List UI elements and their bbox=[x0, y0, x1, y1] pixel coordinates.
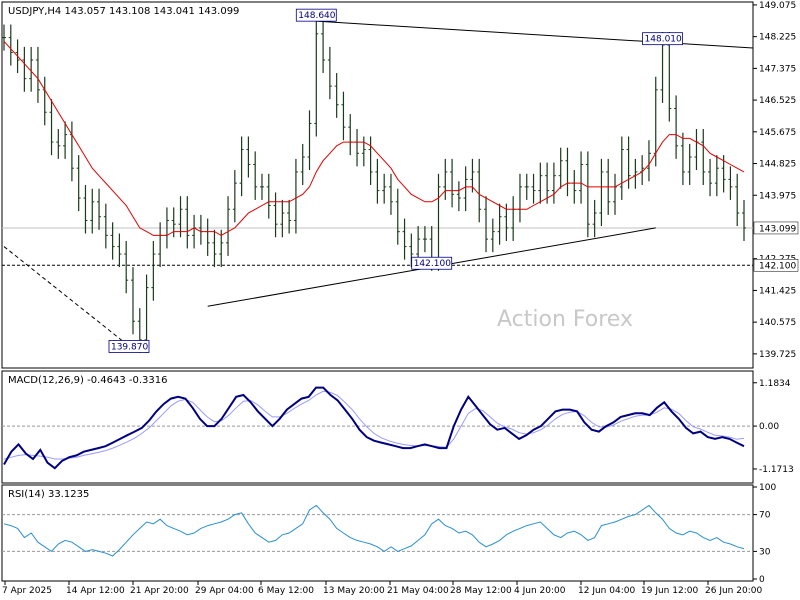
macd-tick-label: -1.1713 bbox=[759, 465, 794, 475]
time-axis: 7 Apr 2025 14 Apr 12:00 21 Apr 20:00 29 Apr… bbox=[2, 581, 762, 596]
price-panel-frame bbox=[1, 1, 754, 369]
price-tick-label: 143.975 bbox=[759, 191, 796, 201]
current-price-tag bbox=[753, 221, 799, 235]
time-tick-label: 28 May 12:00 bbox=[450, 586, 512, 596]
current-price-label: 143.099 bbox=[759, 224, 796, 234]
price-annotation-label: 148.640 bbox=[298, 11, 335, 21]
rsi-panel-frame bbox=[1, 484, 754, 582]
price-tick-label: 147.375 bbox=[759, 64, 796, 74]
price-annotation-label: 142.100 bbox=[414, 259, 451, 269]
price-tick-label: 146.525 bbox=[759, 96, 796, 106]
time-tick-label: 6 May 12:00 bbox=[258, 586, 314, 596]
price-annotation-label: 148.010 bbox=[645, 35, 682, 45]
moving-average-layer bbox=[3, 40, 745, 236]
rsi-tick-label: 70 bbox=[759, 511, 771, 521]
watermark-text: Action Forex bbox=[497, 307, 633, 332]
time-tick-label: 21 Apr 20:00 bbox=[130, 586, 189, 596]
price-annotation-box bbox=[295, 8, 337, 22]
rsi-info-label: RSI(14) 33.1235 bbox=[8, 489, 89, 500]
rsi-line bbox=[3, 504, 745, 557]
time-tick-label: 7 Apr 2025 bbox=[2, 586, 52, 596]
macd-signal-line bbox=[3, 390, 745, 460]
time-tick-label: 14 Apr 12:00 bbox=[66, 586, 125, 596]
price-tick-label: 140.575 bbox=[759, 318, 796, 328]
time-tick-label: 4 Jun 20:00 bbox=[514, 586, 566, 596]
macd-tick-label: 0.00 bbox=[759, 422, 779, 432]
price-tick-label: 149.075 bbox=[759, 1, 796, 11]
symbol-info-label: USDJPY,H4 143.057 143.108 143.041 143.09… bbox=[8, 6, 239, 17]
rsi-tick-label: 0 bbox=[759, 575, 765, 585]
price-tick-label: 141.425 bbox=[759, 286, 796, 296]
price-bars bbox=[2, 20, 746, 353]
price-tick-label: 139.725 bbox=[759, 350, 796, 360]
time-tick-label: 13 May 20:00 bbox=[323, 586, 385, 596]
rsi-layer: 100 70 30 0 bbox=[2, 483, 776, 585]
price-annotation-box bbox=[108, 340, 150, 353]
support-price-tag bbox=[753, 258, 799, 272]
reference-lines: 143.099 142.100 bbox=[2, 221, 799, 272]
macd-tick-label: 1.1834 bbox=[759, 379, 791, 389]
moving-average-line bbox=[3, 40, 745, 236]
time-tick-label: 26 Jun 20:00 bbox=[705, 586, 762, 596]
price-tick-label: 148.225 bbox=[759, 33, 796, 43]
macd-panel-frame bbox=[1, 370, 754, 484]
price-annotation-label: 139.870 bbox=[111, 342, 148, 352]
rsi-tick-label: 30 bbox=[759, 547, 771, 557]
macd-layer: 1.1834 0.00 -1.1713 bbox=[2, 379, 794, 475]
time-tick-label: 12 Jun 04:00 bbox=[578, 586, 635, 596]
time-tick-label: 29 Apr 04:00 bbox=[195, 586, 254, 596]
support-price-label: 142.100 bbox=[759, 262, 796, 272]
price-annotations: 148.640 148.010 142.100 139.870 bbox=[108, 8, 683, 353]
price-tick-label: 145.675 bbox=[759, 128, 796, 138]
price-annotation-box bbox=[642, 32, 683, 46]
price-annotation-box bbox=[411, 256, 453, 270]
rsi-tick-label: 100 bbox=[759, 483, 776, 493]
price-tick-label: 144.825 bbox=[759, 160, 796, 170]
macd-info-label: MACD(12,26,9) -0.4643 -0.3316 bbox=[8, 375, 168, 386]
macd-main-line bbox=[3, 386, 745, 470]
time-tick-label: 21 May 04:00 bbox=[387, 586, 449, 596]
time-tick-label: 19 Jun 12:00 bbox=[641, 586, 698, 596]
